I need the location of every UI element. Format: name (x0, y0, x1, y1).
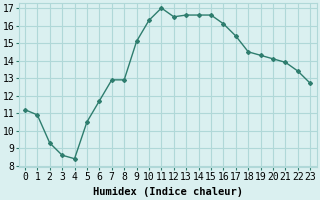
X-axis label: Humidex (Indice chaleur): Humidex (Indice chaleur) (92, 187, 243, 197)
